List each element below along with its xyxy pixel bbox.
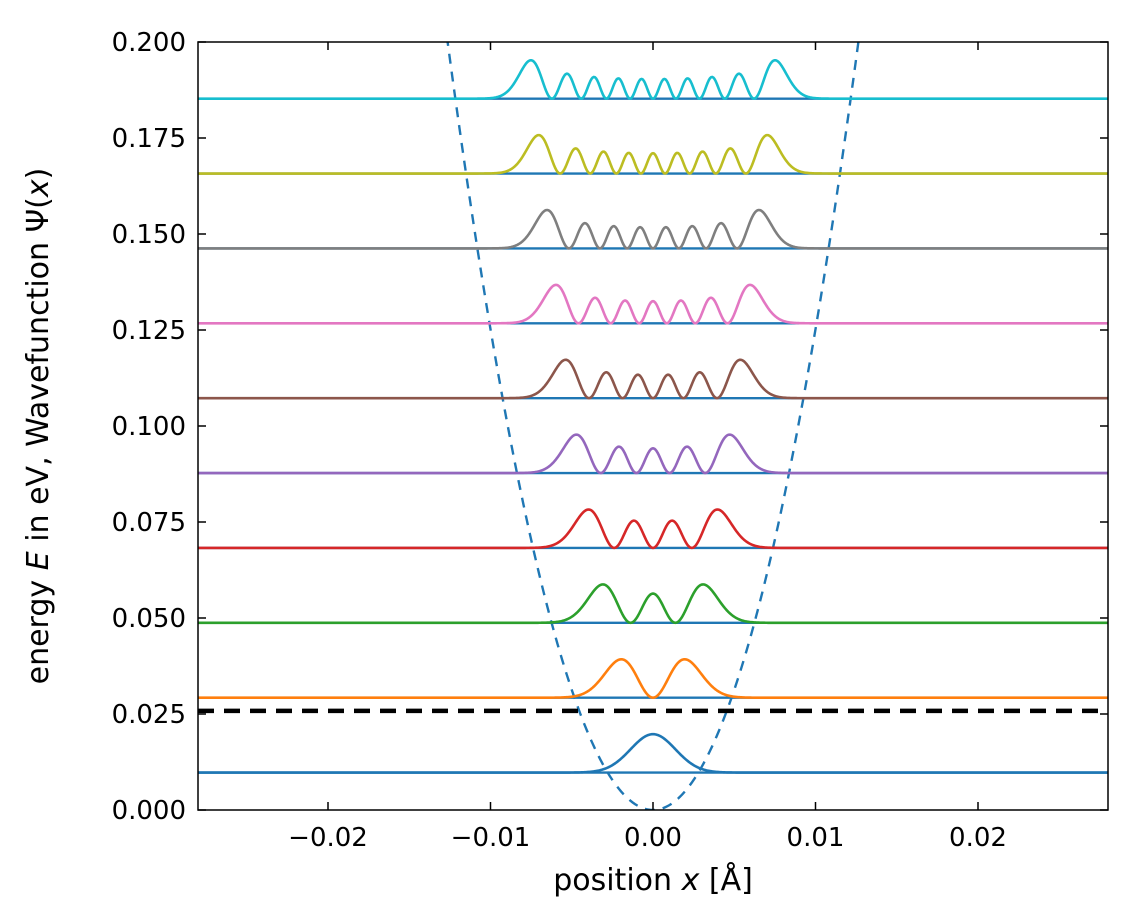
y-axis-label: energy E in eV, Wavefunction Ψ(x) <box>21 168 56 685</box>
ytick-label: 0.200 <box>112 28 186 58</box>
ytick-label: 0.025 <box>112 700 186 730</box>
x-axis-label: position x [Å] <box>553 862 753 898</box>
chart-svg: −0.02 −0.01 0.00 0.01 0.02 0.000 0.025 0.050 0.0… <box>0 0 1143 907</box>
xtick-label: −0.02 <box>288 823 368 853</box>
xtick-label: 0.00 <box>624 823 682 853</box>
xtick-label: −0.01 <box>451 823 531 853</box>
ytick-label: 0.175 <box>112 124 186 154</box>
ytick-label: 0.125 <box>112 316 186 346</box>
xtick-label: 0.01 <box>787 823 845 853</box>
ytick-label: 0.075 <box>112 508 186 538</box>
ytick-label: 0.150 <box>112 220 186 250</box>
ytick-label: 0.000 <box>112 796 186 826</box>
ytick-label: 0.050 <box>112 604 186 634</box>
chart-container: −0.02 −0.01 0.00 0.01 0.02 0.000 0.025 0.050 0.0… <box>0 0 1143 907</box>
xtick-label: 0.02 <box>949 823 1007 853</box>
ytick-label: 0.100 <box>112 412 186 442</box>
